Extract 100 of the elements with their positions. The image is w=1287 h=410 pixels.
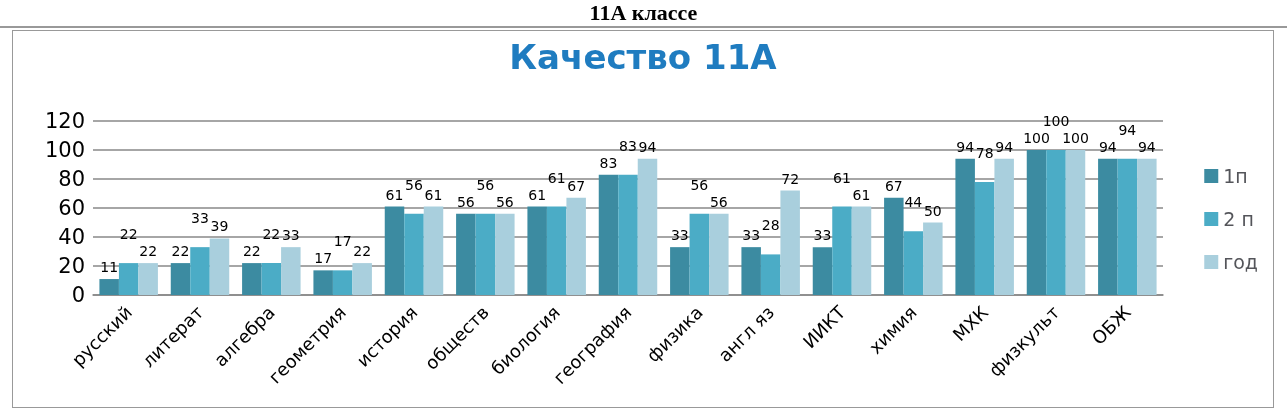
data-label: 22 (242, 243, 261, 260)
bar (423, 206, 444, 295)
data-label: 67 (567, 177, 586, 194)
bar (281, 247, 301, 295)
data-label: 61 (385, 186, 404, 203)
data-label: 22 (171, 243, 190, 260)
bar (1117, 158, 1138, 295)
bar (994, 158, 1014, 295)
bar (832, 206, 852, 295)
data-label: 61 (833, 169, 851, 186)
data-label: 39 (210, 218, 229, 235)
bar (118, 263, 139, 295)
data-label: 100 (1062, 130, 1089, 146)
data-label: 72 (781, 170, 800, 187)
data-label: 61 (852, 186, 871, 203)
bar (851, 206, 872, 295)
text: 11А классе (588, 0, 699, 26)
data-label: 44 (904, 194, 923, 211)
bar (974, 181, 995, 295)
legend-label: год (1223, 251, 1259, 273)
bar (637, 158, 658, 295)
data-label: 22 (119, 226, 138, 243)
data-label: 94 (1118, 121, 1137, 138)
data-label: 94 (638, 138, 657, 155)
bar (209, 238, 230, 295)
y-tick-label: 120 (44, 109, 85, 133)
data-label: 56 (456, 193, 475, 210)
bar (780, 190, 800, 295)
bar (884, 197, 904, 295)
legend-label: 1п (1223, 165, 1248, 187)
y-tick-label: 40 (58, 225, 85, 249)
bar (1065, 150, 1086, 295)
bar (1046, 150, 1066, 295)
data-label: 61 (424, 186, 443, 203)
bar (709, 213, 729, 295)
bar (812, 247, 833, 295)
data-label: 83 (599, 154, 618, 171)
data-label: 56 (476, 176, 495, 193)
data-label: 61 (547, 169, 566, 186)
data-label: 22 (353, 243, 372, 260)
data-label: 33 (191, 210, 209, 227)
bar (352, 263, 372, 295)
data-label: 56 (495, 193, 514, 210)
data-label: 17 (314, 250, 333, 267)
data-label: 33 (670, 227, 689, 244)
data-label: 56 (690, 176, 709, 193)
bar (1137, 158, 1157, 295)
bar (138, 263, 158, 295)
data-label: 56 (405, 176, 423, 193)
y-tick-label: 60 (58, 196, 85, 220)
bar (261, 263, 282, 295)
chart-title: Качество 11А (509, 37, 778, 77)
bar (384, 206, 405, 295)
data-label: 22 (262, 226, 281, 243)
bar (99, 279, 119, 295)
data-label: 33 (813, 227, 832, 244)
y-tick-label: 0 (71, 283, 85, 307)
bar (313, 270, 333, 295)
legend-label: 2 п (1223, 208, 1254, 230)
bar (1098, 158, 1118, 295)
bar (170, 263, 191, 295)
y-tick-label: 100 (44, 138, 85, 162)
data-label: 11 (100, 259, 119, 276)
data-label: 56 (709, 193, 728, 210)
data-label: 28 (761, 217, 780, 234)
data-label: 94 (956, 138, 975, 155)
data-label: 61 (528, 186, 547, 203)
bar (546, 206, 567, 295)
bar (332, 270, 353, 295)
data-label: 94 (995, 138, 1014, 155)
data-label: 67 (884, 177, 903, 194)
bar (598, 174, 619, 295)
bar (923, 222, 943, 295)
data-label: 94 (1137, 138, 1156, 155)
bar (760, 254, 781, 295)
bar (495, 213, 515, 295)
bar (741, 247, 761, 295)
bar (242, 263, 262, 295)
bar (689, 213, 710, 295)
bar (456, 213, 476, 295)
bar (190, 247, 210, 295)
bar (404, 213, 424, 295)
bar (955, 158, 975, 295)
data-label: 33 (742, 227, 761, 244)
bar (566, 197, 586, 295)
bar (903, 231, 924, 295)
bar (618, 174, 638, 295)
data-label: 100 (1023, 130, 1050, 146)
data-label: 78 (975, 144, 994, 161)
y-tick-label: 20 (58, 254, 85, 278)
data-label: 94 (1098, 138, 1117, 155)
data-label: 22 (139, 243, 158, 260)
data-label: 50 (923, 202, 942, 219)
data-label: 83 (619, 137, 637, 154)
data-label: 17 (333, 233, 352, 250)
bar (1026, 150, 1047, 295)
bar (475, 213, 496, 295)
bar (527, 206, 547, 295)
bar (670, 247, 690, 295)
data-label: 33 (281, 227, 300, 244)
